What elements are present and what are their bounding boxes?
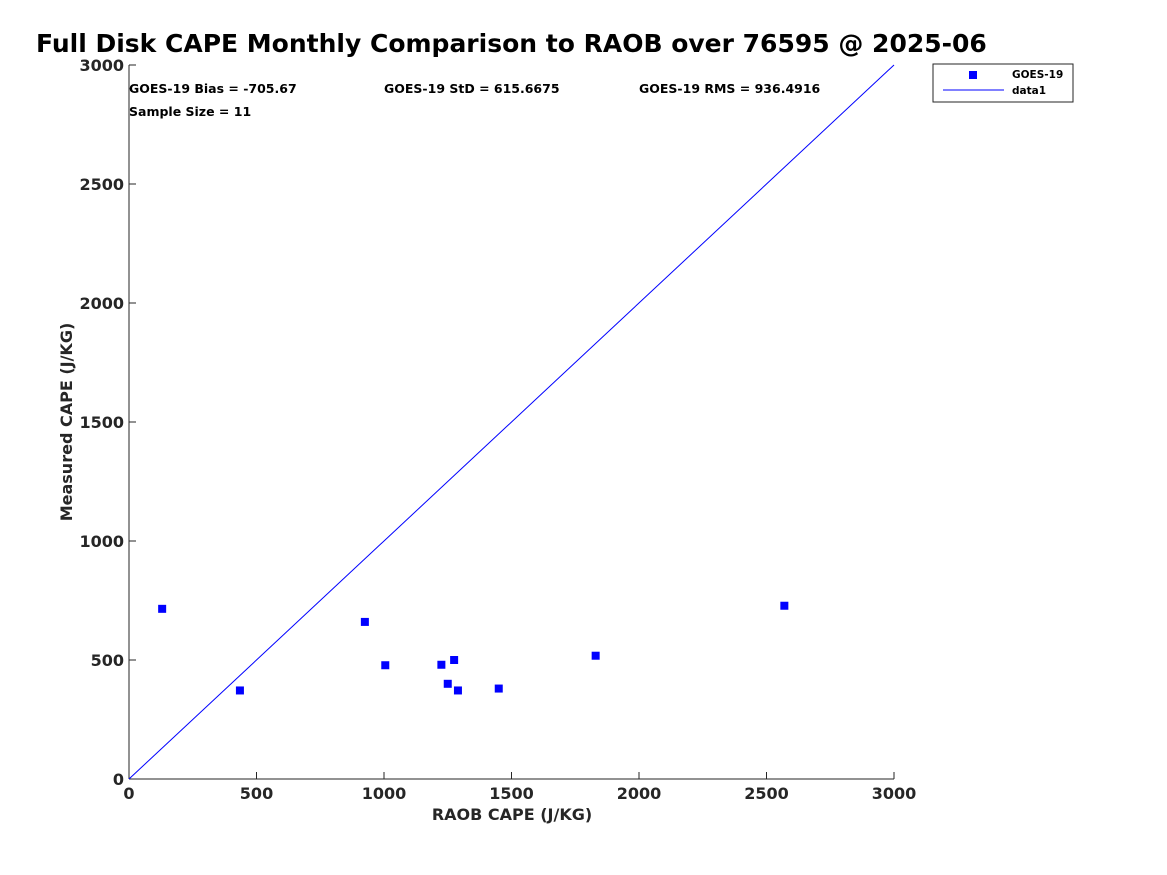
y-tick-label: 1500 bbox=[79, 413, 124, 432]
rms-annotation: GOES-19 RMS = 936.4916 bbox=[639, 81, 821, 96]
y-tick-label: 1000 bbox=[79, 532, 124, 551]
scatter-point bbox=[443, 679, 452, 688]
scatter-point bbox=[494, 684, 503, 693]
y-axis-ticks: 0 500 1000 1500 2000 2500 3000 bbox=[79, 56, 136, 789]
x-tick-label: 2500 bbox=[744, 784, 789, 803]
x-tick-label: 1500 bbox=[489, 784, 534, 803]
y-tick-label: 2500 bbox=[79, 175, 124, 194]
x-axis-label: RAOB CAPE (J/KG) bbox=[432, 805, 592, 824]
legend-label-data1: data1 bbox=[1012, 85, 1046, 97]
series-layer bbox=[128, 64, 895, 780]
scatter-point bbox=[453, 686, 462, 695]
x-tick-label: 2000 bbox=[617, 784, 662, 803]
reference-line-data1 bbox=[128, 64, 895, 780]
scatter-point bbox=[381, 661, 390, 670]
bias-annotation: GOES-19 Bias = -705.67 bbox=[129, 81, 297, 96]
y-tick-label: 500 bbox=[91, 651, 124, 670]
y-tick-label: 3000 bbox=[79, 56, 124, 75]
x-axis-ticks: 0 500 1000 1500 2000 2500 3000 bbox=[123, 772, 916, 803]
scatter-point bbox=[780, 601, 789, 610]
scatter-point bbox=[158, 604, 167, 613]
y-tick-label: 2000 bbox=[79, 294, 124, 313]
x-tick-label: 0 bbox=[123, 784, 134, 803]
plot-area: 0 500 1000 1500 2000 2500 3000 0 500 1000 1500 200… bbox=[79, 56, 916, 803]
legend-box bbox=[932, 63, 1074, 103]
y-tick-label: 0 bbox=[113, 770, 124, 789]
scatter-point bbox=[437, 660, 446, 669]
scatter-point bbox=[450, 656, 459, 664]
scatter-point bbox=[235, 686, 244, 695]
sample-size-annotation: Sample Size = 11 bbox=[129, 104, 251, 119]
legend: GOES-19 data1 bbox=[932, 63, 1074, 103]
chart-title: Full Disk CAPE Monthly Comparison to RAO… bbox=[36, 29, 987, 58]
legend-label-goes19: GOES-19 bbox=[1012, 69, 1063, 81]
legend-marker-goes19 bbox=[969, 71, 977, 79]
scatter-point bbox=[360, 617, 369, 626]
std-annotation: GOES-19 StD = 615.6675 bbox=[384, 81, 560, 96]
x-tick-label: 500 bbox=[240, 784, 273, 803]
x-tick-label: 1000 bbox=[362, 784, 407, 803]
x-tick-label: 3000 bbox=[872, 784, 917, 803]
y-axis-label: Measured CAPE (J/KG) bbox=[57, 323, 76, 522]
scatter-point bbox=[591, 651, 600, 660]
